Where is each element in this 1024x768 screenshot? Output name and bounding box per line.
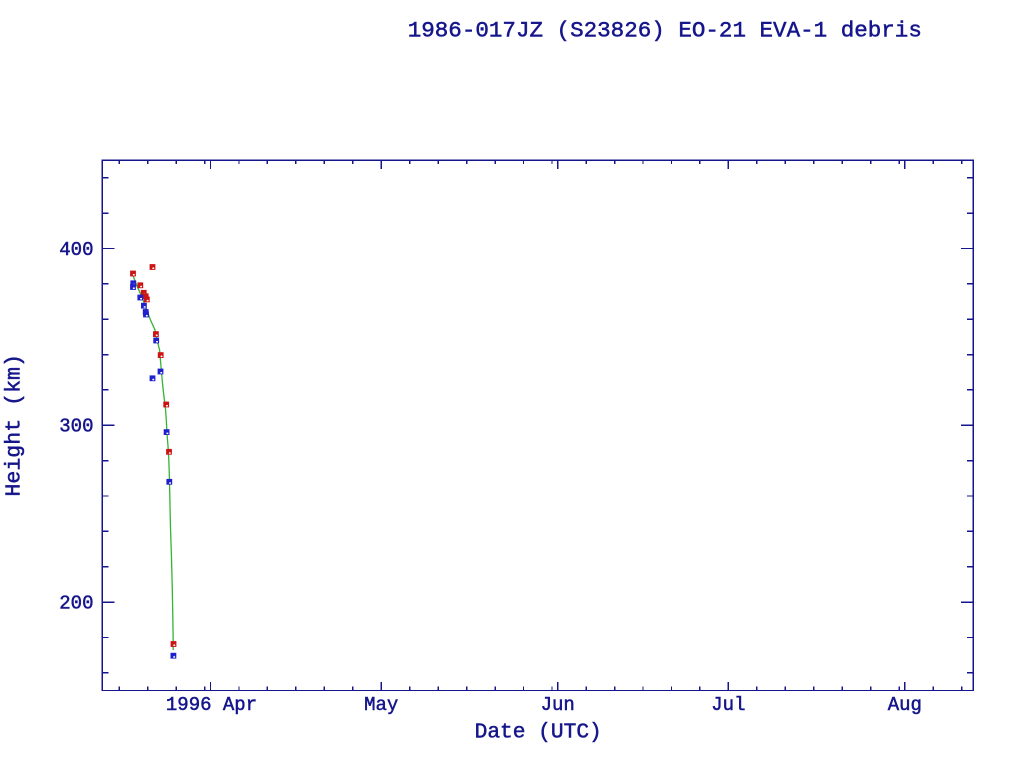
- svg-text:400: 400: [59, 239, 93, 261]
- svg-text:300: 300: [59, 416, 93, 438]
- svg-text:Date (UTC): Date (UTC): [475, 721, 602, 745]
- svg-text:Jun: Jun: [541, 694, 575, 716]
- svg-text:200: 200: [59, 593, 93, 615]
- svg-text:Aug: Aug: [888, 694, 922, 716]
- svg-text:May: May: [364, 694, 398, 716]
- svg-text:1996 Apr: 1996 Apr: [166, 694, 257, 716]
- svg-text:Height (km): Height (km): [3, 354, 27, 497]
- svg-text:1986-017JZ (S23826) EO-21 EVA-: 1986-017JZ (S23826) EO-21 EVA-1 debris: [408, 18, 922, 44]
- svg-text:Jul: Jul: [711, 694, 745, 716]
